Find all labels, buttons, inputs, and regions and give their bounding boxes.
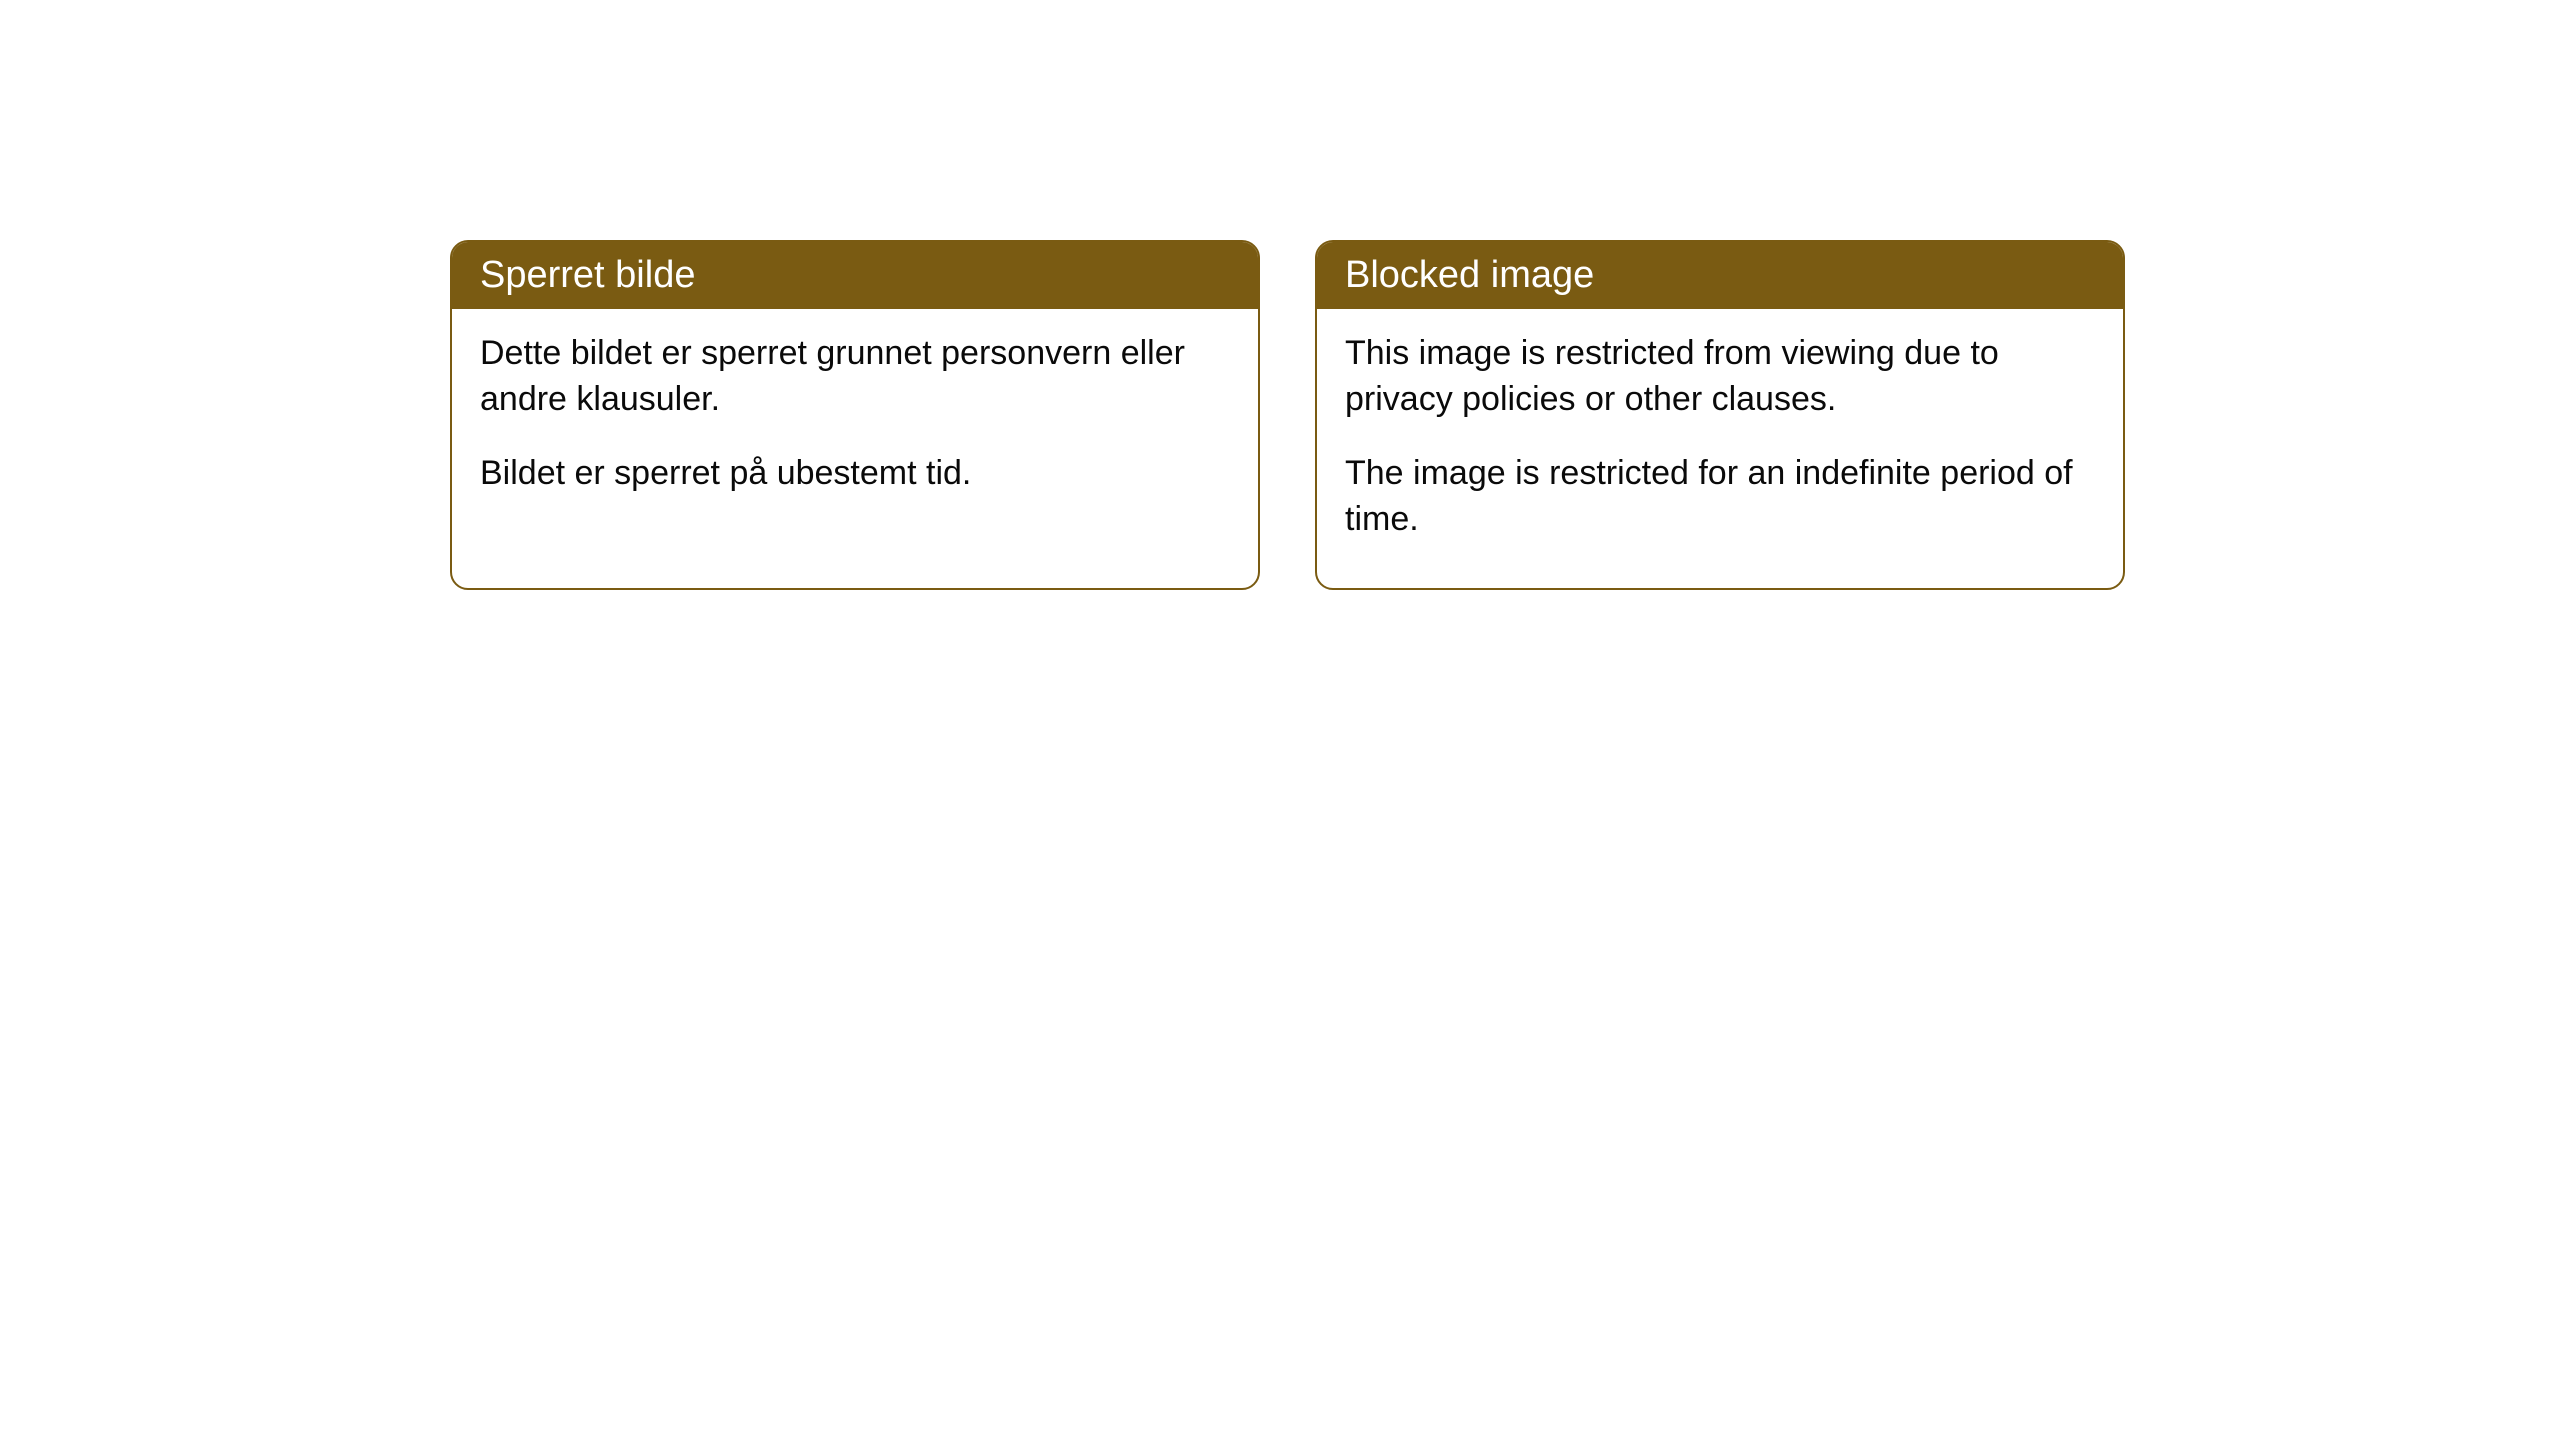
card-paragraph: Dette bildet er sperret grunnet personve… — [480, 331, 1230, 423]
card-paragraph: The image is restricted for an indefinit… — [1345, 451, 2095, 543]
cards-container: Sperret bilde Dette bildet er sperret gr… — [450, 240, 2125, 590]
card-paragraph: This image is restricted from viewing du… — [1345, 331, 2095, 423]
card-title: Blocked image — [1345, 254, 1594, 296]
card-body: Dette bildet er sperret grunnet personve… — [452, 309, 1258, 542]
blocked-image-card-english: Blocked image This image is restricted f… — [1315, 240, 2125, 590]
card-header: Blocked image — [1317, 242, 2123, 309]
card-paragraph: Bildet er sperret på ubestemt tid. — [480, 451, 1230, 497]
card-body: This image is restricted from viewing du… — [1317, 309, 2123, 588]
card-header: Sperret bilde — [452, 242, 1258, 309]
card-title: Sperret bilde — [480, 254, 695, 296]
blocked-image-card-norwegian: Sperret bilde Dette bildet er sperret gr… — [450, 240, 1260, 590]
